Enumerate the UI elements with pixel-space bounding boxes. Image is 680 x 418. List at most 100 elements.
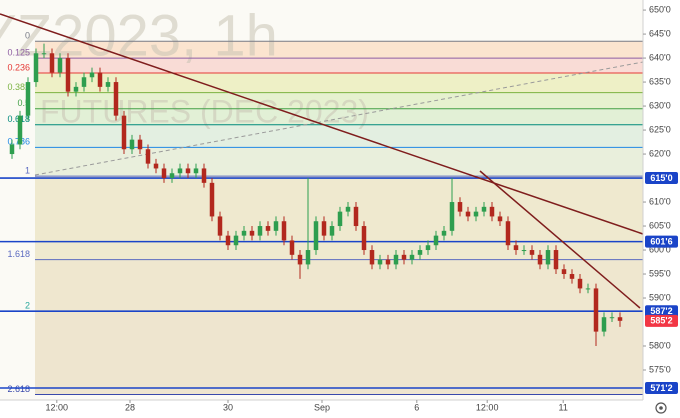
- candle-body: [57, 58, 63, 73]
- price-axis: [643, 0, 680, 418]
- candle-body: [9, 144, 15, 155]
- candle-body: [313, 221, 319, 251]
- candle-body: [369, 250, 375, 265]
- x-tick-label: 6: [414, 402, 419, 412]
- candle-body: [537, 254, 543, 265]
- fib-band: [35, 108, 643, 125]
- candle-body: [449, 202, 455, 231]
- candle-body: [505, 221, 511, 246]
- candle-body: [129, 139, 135, 150]
- candle-body: [105, 82, 111, 87]
- y-tick-label: 600'0: [649, 244, 671, 254]
- y-tick-label: 630'0: [649, 100, 671, 110]
- candle-body: [209, 182, 215, 217]
- candle-body: [577, 278, 583, 289]
- candle-body: [585, 288, 591, 290]
- candle-body: [497, 216, 503, 222]
- candle-body: [297, 254, 303, 265]
- candle-body: [145, 149, 151, 164]
- fib-label: 0.382: [7, 82, 30, 92]
- candle-body: [329, 226, 335, 236]
- candle-body: [417, 250, 423, 255]
- fib-label: 2: [25, 300, 30, 310]
- fib-levels: 00.1250.2360.3820.50.6180.78611.61822.61…: [0, 31, 643, 395]
- candle-body: [321, 221, 327, 236]
- price-label-box: [645, 235, 678, 248]
- candle-body: [529, 250, 535, 255]
- candle-body: [409, 254, 415, 260]
- candle-body: [521, 250, 527, 252]
- candle-body: [353, 206, 359, 227]
- trend-line: [0, 13, 644, 235]
- candle-body: [561, 269, 567, 275]
- fib-band: [35, 147, 643, 177]
- trend-line: [34, 61, 644, 176]
- candle-body: [593, 288, 599, 332]
- candle-body: [241, 230, 247, 236]
- candle-body: [33, 53, 39, 83]
- x-tick-label: 12:00: [46, 402, 69, 412]
- candle-body: [249, 230, 255, 236]
- candle-body: [257, 226, 263, 236]
- candle-body: [385, 259, 391, 265]
- candle-body: [305, 250, 311, 265]
- y-tick-label: 650'0: [649, 4, 671, 14]
- candle-body: [513, 245, 519, 251]
- candle-body: [113, 82, 119, 116]
- candle-body: [545, 250, 551, 265]
- candle-body: [49, 53, 55, 73]
- candle-body: [265, 226, 271, 231]
- candle-body: [425, 245, 431, 251]
- candle-body: [65, 58, 71, 92]
- y-tick-label: 645'0: [649, 28, 671, 38]
- candle-body: [97, 72, 103, 87]
- candle-body: [569, 274, 575, 279]
- candle-body: [617, 317, 623, 321]
- watermark: YZ2023, 1h: [0, 3, 278, 68]
- y-tick-label: 640'0: [649, 52, 671, 62]
- y-tick-label: 575'0: [649, 364, 671, 374]
- y-tick-label: 605'0: [649, 220, 671, 230]
- candle-body: [25, 82, 31, 116]
- candle-body: [81, 77, 87, 87]
- candle-body: [489, 206, 495, 217]
- candle-body: [289, 240, 295, 255]
- candle-body: [169, 173, 175, 179]
- candle-body: [553, 250, 559, 270]
- price-label-box: [645, 382, 678, 395]
- candle-body: [233, 235, 239, 246]
- candle-body: [201, 168, 207, 183]
- candle-body: [185, 168, 191, 174]
- settings-icon-center: [659, 406, 663, 410]
- candle-body: [217, 216, 223, 236]
- y-tick-label: 620'0: [649, 148, 671, 158]
- candle-body: [481, 206, 487, 212]
- candle-body: [401, 254, 407, 260]
- candle-body: [89, 72, 95, 78]
- trend-line: [479, 170, 641, 309]
- fib-label: 0.125: [7, 47, 30, 57]
- x-tick-label: 30: [223, 402, 233, 412]
- y-tick-label: 595'0: [649, 268, 671, 278]
- candle-body: [73, 86, 79, 92]
- fib-label: 0: [25, 31, 30, 41]
- candle-body: [161, 168, 167, 179]
- last-price-label-box: [645, 314, 678, 327]
- time-axis: [0, 400, 643, 418]
- candle-body: [473, 211, 479, 217]
- y-tick-label: 590'0: [649, 292, 671, 302]
- fib-band: [35, 124, 643, 148]
- candle-body: [17, 115, 23, 145]
- price-label-box: [645, 305, 678, 318]
- x-tick-label: 12:00: [476, 402, 499, 412]
- x-tick-label: Sep: [314, 402, 330, 412]
- settings-icon[interactable]: [655, 402, 667, 414]
- price-label-box: [645, 172, 678, 185]
- candle-body: [433, 235, 439, 246]
- candle-body: [153, 163, 159, 169]
- candle-body: [609, 317, 615, 319]
- fib-band: [35, 92, 643, 109]
- price-label: 601'6: [650, 237, 672, 247]
- y-tick-label: 635'0: [649, 76, 671, 86]
